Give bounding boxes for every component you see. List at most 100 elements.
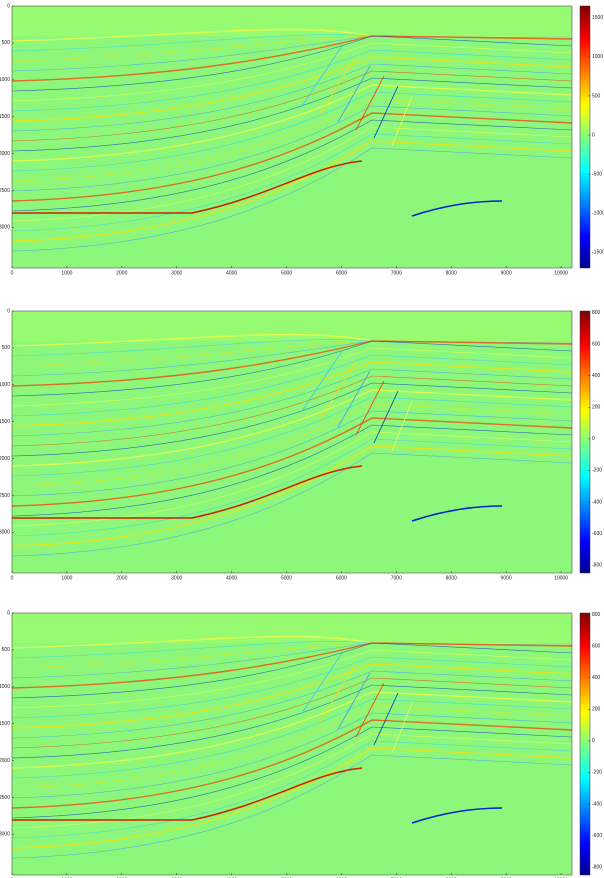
colorbar-tick-label: 800 <box>592 310 601 316</box>
y-tick-label: 2000 <box>0 456 10 462</box>
fault-block <box>355 380 385 436</box>
seismic-image <box>11 5 573 269</box>
x-tick-label: 8000 <box>446 270 457 276</box>
x-tick-label: 1000 <box>61 270 72 276</box>
water-layer <box>12 311 572 341</box>
fault-block <box>301 350 343 412</box>
fault-block <box>337 65 371 123</box>
colorbar-tick-label: 0 <box>592 436 595 442</box>
fault-block <box>337 672 371 730</box>
reflector <box>11 333 573 347</box>
reflector <box>11 712 573 799</box>
x-tick-label: 7000 <box>391 575 402 581</box>
reflector <box>11 140 573 242</box>
x-tick-label: 10000 <box>554 575 568 581</box>
colorbar-tick-label: -600 <box>592 833 602 839</box>
reflector <box>11 438 573 537</box>
fault-block <box>319 662 357 722</box>
seismic-image <box>11 612 573 876</box>
reflector <box>11 354 573 417</box>
reflector <box>11 733 573 829</box>
fault-block <box>391 95 413 147</box>
reflector <box>11 754 573 859</box>
y-tick-label: 1500 <box>0 419 10 425</box>
strong-reflector <box>411 505 503 522</box>
reflector <box>11 35 573 92</box>
y-tick-label: 3000 <box>0 530 10 536</box>
reflector <box>11 35 573 82</box>
colorbar-tick-label: 0 <box>592 738 595 744</box>
y-tick-label: 2500 <box>0 795 10 801</box>
fault-block <box>301 45 343 107</box>
reflector <box>11 649 573 709</box>
image-background <box>12 613 572 875</box>
reflector <box>11 642 573 699</box>
colorbar-tick-label: -1000 <box>592 211 604 217</box>
x-tick-label: 10000 <box>554 270 568 276</box>
x-tick-label: 5000 <box>281 270 292 276</box>
x-tick-label: 2000 <box>116 575 127 581</box>
fault-block <box>301 652 343 714</box>
reflector <box>11 34 573 52</box>
y-tick-label: 500 <box>2 345 11 351</box>
reflector <box>11 740 573 839</box>
x-tick-label: 6000 <box>336 270 347 276</box>
reflector <box>11 368 573 437</box>
colorbar-tick-label: -200 <box>592 468 602 474</box>
reflector <box>11 677 573 749</box>
y-tick-label: 2500 <box>0 188 10 194</box>
water-layer <box>12 613 572 643</box>
reflector <box>11 424 573 517</box>
fault-block <box>391 702 413 754</box>
reflector <box>11 417 573 507</box>
colorbar-tick-label: -200 <box>592 770 602 776</box>
plot-frame <box>11 5 573 269</box>
reflector <box>11 670 573 739</box>
reflector <box>11 642 573 679</box>
x-tick-label: 3000 <box>171 270 182 276</box>
reflector <box>11 340 573 387</box>
y-tick-label: 0 <box>7 610 10 616</box>
seismic-image <box>11 310 573 574</box>
y-tick-label: 500 <box>2 40 11 46</box>
fault-block <box>337 370 371 428</box>
colorbar-tick-label: -800 <box>592 562 602 568</box>
x-tick-label: 0 <box>11 575 14 581</box>
x-tick-label: 1000 <box>61 575 72 581</box>
strong-reflector <box>12 160 363 214</box>
reflector <box>11 684 573 759</box>
colorbar-tick-label: 0 <box>592 132 595 138</box>
y-tick-label: 3000 <box>0 832 10 838</box>
y-tick-label: 2500 <box>0 493 10 499</box>
y-tick-label: 1500 <box>0 114 10 120</box>
strong-reflector <box>411 807 503 824</box>
x-tick-label: 9000 <box>501 270 512 276</box>
y-tick-label: 0 <box>7 308 10 314</box>
x-tick-label: 9000 <box>501 575 512 581</box>
reflector <box>11 719 573 809</box>
colorbar-tick-label: 400 <box>592 675 601 681</box>
y-tick-label: 1000 <box>0 382 10 388</box>
colorbar <box>579 5 591 269</box>
reflector <box>11 403 573 487</box>
reflector <box>11 361 573 427</box>
reflector <box>11 691 573 769</box>
reflector <box>11 705 573 789</box>
reflector <box>11 656 573 719</box>
x-tick-label: 4000 <box>226 575 237 581</box>
colorbar-tick-label: 500 <box>592 93 601 99</box>
strong-reflector <box>12 767 363 821</box>
reflector <box>11 382 573 457</box>
reflector <box>11 112 573 202</box>
reflector <box>11 642 573 689</box>
colorbar-tick-label: 400 <box>592 373 601 379</box>
reflector <box>11 56 573 122</box>
x-tick-label: 7000 <box>391 270 402 276</box>
reflector <box>11 375 573 447</box>
reflector <box>11 389 573 467</box>
x-tick-label: 3000 <box>171 575 182 581</box>
reflector <box>11 133 573 232</box>
reflector <box>11 339 573 357</box>
